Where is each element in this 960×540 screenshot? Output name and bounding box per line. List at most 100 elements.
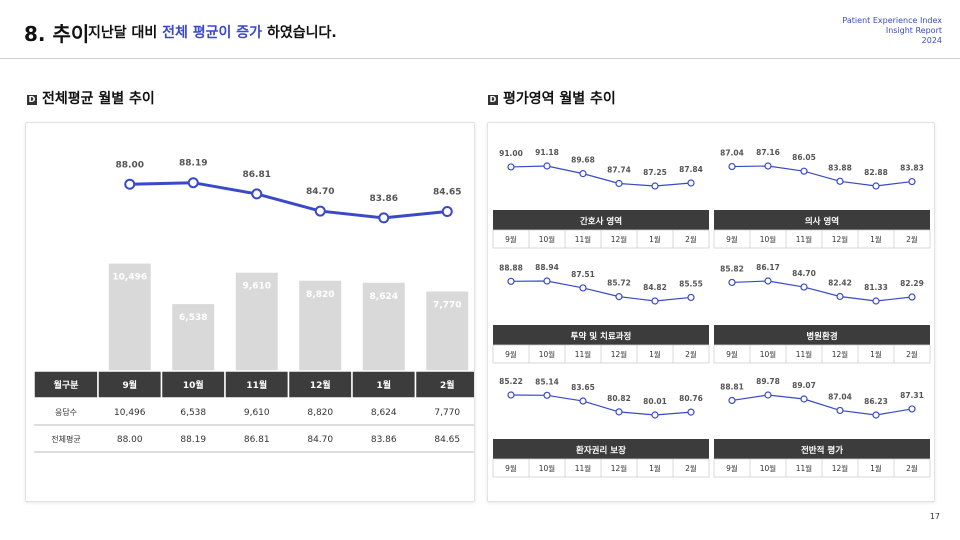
area-point-label: 85.72 <box>607 279 631 288</box>
bar-responses-12월 <box>299 280 342 371</box>
header-divider <box>0 58 960 59</box>
table-header-text: 9월 <box>122 379 137 391</box>
area-point <box>872 297 880 305</box>
bar-label: 8,624 <box>370 292 398 302</box>
overall-trend-panel: 10,496 6,538 9,610 8,820 8,624 7,770 88.00 88.1… <box>25 122 480 502</box>
area-point-label: 81.33 <box>864 283 888 292</box>
bar-label: 6,538 <box>179 313 207 323</box>
area-title: 간호사 영역 <box>580 216 622 227</box>
area-point <box>800 283 808 291</box>
area-title: 병원환경 <box>806 331 837 342</box>
area-point <box>764 277 772 285</box>
area-title-bar <box>493 325 709 345</box>
area-month-label: 11월 <box>796 349 813 359</box>
line-point-label: 88.00 <box>116 160 144 170</box>
area-month-label: 10월 <box>760 234 777 244</box>
area-month-label: 2월 <box>906 234 918 244</box>
area-point <box>908 293 916 301</box>
area-month-label: 1월 <box>870 349 882 359</box>
area-point <box>543 391 551 399</box>
area-month-label: 12월 <box>611 234 628 244</box>
area-point <box>908 177 916 186</box>
area-month-label: 12월 <box>611 349 628 359</box>
area-point-label: 89.68 <box>571 156 595 165</box>
table-cell: 6,538 <box>180 408 206 418</box>
bar-label: 7,770 <box>433 301 461 311</box>
area-point <box>543 277 551 285</box>
area-series-line <box>731 165 913 187</box>
line-point-label: 88.19 <box>179 159 207 169</box>
area-point-label: 86.23 <box>864 397 888 406</box>
area-month-label: 2월 <box>685 463 697 473</box>
area-point-label: 88.88 <box>499 263 523 272</box>
table-header-text: 1월 <box>376 379 391 391</box>
area-point-label: 86.05 <box>792 153 816 162</box>
section-marker-icon: D <box>488 95 498 105</box>
area-point <box>728 278 736 287</box>
area-point <box>836 292 844 301</box>
area-month-label: 9월 <box>505 463 517 473</box>
area-month-label: 11월 <box>575 234 592 244</box>
area-point-label: 85.22 <box>499 377 523 386</box>
area-month-label: 1월 <box>649 349 661 359</box>
area-month-label: 11월 <box>796 463 813 473</box>
area-month-label: 10월 <box>760 463 777 473</box>
area-point <box>872 411 880 419</box>
table-header-text: 10월 <box>183 379 204 391</box>
table-cell: 7,770 <box>434 408 460 418</box>
area-point-label: 85.82 <box>720 264 744 273</box>
area-point-label: 87.74 <box>607 166 631 175</box>
area-point-label: 87.16 <box>756 148 780 157</box>
area-point <box>615 408 623 416</box>
area-title-bar <box>493 439 709 459</box>
area-month-label: 12월 <box>832 234 849 244</box>
area-point-label: 82.42 <box>828 278 852 287</box>
bar-responses-9월 <box>108 263 151 371</box>
area-month-label: 9월 <box>726 463 738 473</box>
table-row-label: 응답수 <box>55 407 77 417</box>
area-title-bar <box>714 439 930 459</box>
table-cell: 84.65 <box>434 435 460 445</box>
area-point <box>615 293 623 301</box>
area-point-label: 89.78 <box>756 377 780 386</box>
area-point <box>507 277 515 285</box>
area-month-label: 1월 <box>870 234 882 244</box>
overall-trend-chart: 10,496 6,538 9,610 8,820 8,624 7,770 88.00 88.1… <box>33 159 480 453</box>
area-series-line <box>731 394 913 416</box>
area-chart-3: 88.88 88.94 87.51 85.72 84.82 85.55 투약 및 치료과정 9… <box>492 263 710 364</box>
bar-responses-10월 <box>172 304 215 371</box>
table-cell: 8,624 <box>371 408 397 418</box>
line-point-9월 <box>124 178 136 190</box>
page-subtitle: 지난달 대비 전체 평균이 증가 하였습니다. <box>88 22 337 42</box>
left-section-title: D 전체평균 월별 추이 <box>27 88 155 108</box>
area-month-label: 12월 <box>611 463 628 473</box>
area-point <box>651 297 659 305</box>
bar-responses-2월 <box>426 291 469 371</box>
table-cell: 86.81 <box>244 435 270 445</box>
bar-label: 10,496 <box>112 273 147 283</box>
page-number: 17 <box>929 512 940 521</box>
area-month-label: 11월 <box>575 349 592 359</box>
area-series-line <box>510 165 692 187</box>
area-month-label: 11월 <box>796 234 813 244</box>
line-point-12월 <box>314 205 326 217</box>
area-point <box>615 179 623 188</box>
table-header-cell <box>97 370 163 399</box>
series-line-overall <box>129 181 448 220</box>
area-point-label: 87.04 <box>828 392 852 401</box>
area-point <box>800 395 808 403</box>
area-title-bar <box>714 210 930 230</box>
line-point-11월 <box>251 188 263 200</box>
area-title: 투약 및 치료과정 <box>571 331 632 342</box>
area-title: 전반적 평가 <box>801 445 843 456</box>
area-point-label: 89.07 <box>792 381 816 390</box>
area-month-label: 11월 <box>575 463 592 473</box>
area-point-label: 80.82 <box>607 394 631 403</box>
area-point <box>836 406 844 415</box>
area-point <box>579 284 587 292</box>
area-month-label: 10월 <box>760 349 777 359</box>
area-point <box>872 182 880 190</box>
area-point-label: 85.14 <box>535 377 559 386</box>
area-title: 의사 영역 <box>805 216 839 227</box>
area-month-label: 10월 <box>539 349 556 359</box>
